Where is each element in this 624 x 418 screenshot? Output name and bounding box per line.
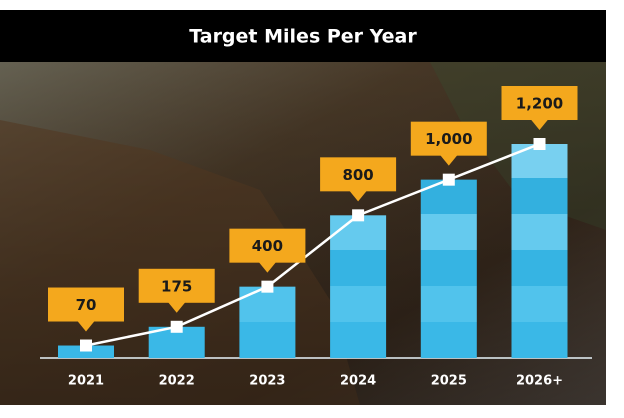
label-pointer bbox=[77, 320, 95, 332]
line-marker bbox=[170, 320, 183, 333]
x-tick-label: 2026+ bbox=[516, 374, 563, 389]
value-label: 175 bbox=[161, 277, 192, 295]
trend-line bbox=[85, 142, 540, 347]
value-label: 1,000 bbox=[425, 130, 472, 148]
x-tick-label: 2024 bbox=[340, 374, 376, 389]
line-marker bbox=[352, 209, 365, 222]
bar-stripe bbox=[330, 286, 387, 322]
label-box bbox=[501, 86, 578, 120]
label-pointer bbox=[167, 301, 186, 313]
label-pointer bbox=[439, 154, 458, 166]
bar-stripe bbox=[511, 322, 568, 358]
label-box bbox=[48, 287, 124, 322]
label-pointer bbox=[258, 261, 277, 273]
label-pointer bbox=[349, 190, 368, 202]
x-tick-label: 2023 bbox=[249, 374, 285, 389]
label-box bbox=[138, 268, 215, 303]
bar-stripe bbox=[420, 214, 477, 250]
line-marker bbox=[442, 173, 455, 186]
chart-title: Target Miles Per Year bbox=[189, 26, 417, 48]
bar-stripe bbox=[511, 178, 568, 214]
bar-stripe bbox=[330, 322, 387, 358]
x-tick-label: 2021 bbox=[68, 374, 104, 389]
label-box bbox=[229, 228, 306, 263]
line-marker bbox=[80, 339, 92, 352]
bar bbox=[420, 179, 477, 358]
x-tick-label: 2025 bbox=[431, 374, 467, 389]
bar bbox=[239, 286, 296, 358]
value-label: 1,200 bbox=[516, 95, 563, 113]
value-label: 400 bbox=[252, 237, 283, 255]
bar bbox=[511, 144, 568, 358]
bar-stripe bbox=[420, 250, 477, 286]
bar-stripe bbox=[511, 286, 568, 322]
bar-stripe bbox=[420, 286, 477, 322]
bar bbox=[58, 345, 114, 358]
bar-stripe bbox=[511, 250, 568, 286]
label-pointer bbox=[530, 119, 549, 130]
x-tick-label: 2022 bbox=[159, 374, 195, 389]
bar-stripe bbox=[420, 322, 477, 358]
plot: 2021 2022 2023 2024 2025 2026+ 70 175 400 800 1,00… bbox=[40, 86, 592, 389]
line-marker bbox=[261, 280, 274, 293]
value-label: 70 bbox=[76, 296, 97, 314]
bar-stripe bbox=[330, 250, 387, 286]
label-box bbox=[320, 157, 397, 192]
bar-stripe bbox=[511, 214, 568, 250]
bar-stripe bbox=[239, 322, 296, 358]
line-marker bbox=[533, 138, 546, 150]
bar bbox=[330, 215, 387, 358]
label-box bbox=[410, 121, 487, 156]
bar-stripe bbox=[58, 345, 114, 358]
title-bar bbox=[0, 10, 606, 62]
value-label: 800 bbox=[342, 166, 373, 184]
